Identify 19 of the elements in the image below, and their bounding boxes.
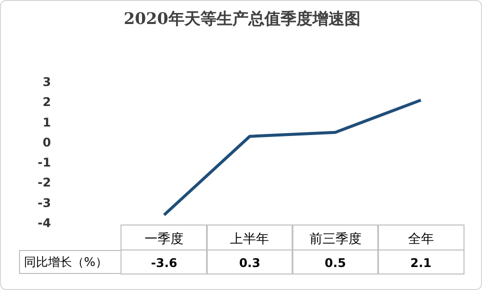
y-tick-label: 0 — [42, 135, 51, 150]
data-label: 0.3 — [239, 256, 260, 270]
y-tick-label: -1 — [38, 156, 51, 170]
y-tick-label: 2 — [42, 95, 51, 110]
y-tick-label: 3 — [42, 75, 51, 89]
x-tick-label: 上半年 — [230, 232, 270, 247]
data-label: -3.6 — [151, 256, 178, 270]
y-tick-label: 1 — [42, 115, 51, 130]
x-tick-label: 一季度 — [144, 231, 184, 247]
line-series — [162, 98, 422, 216]
y-tick-label: -2 — [38, 176, 51, 190]
x-tick-label: 前三季度 — [309, 231, 362, 247]
text: 同比增长（%） — [19, 250, 121, 274]
y-tick-label: -4 — [38, 216, 51, 230]
y-tick-label: -3 — [38, 196, 51, 210]
x-tick-label: 全年 — [408, 232, 434, 247]
data-label: 0.5 — [324, 256, 346, 270]
data-label: 2.1 — [410, 256, 432, 270]
chart-title: 2020年天等生产总值季度增速图 — [122, 9, 362, 30]
